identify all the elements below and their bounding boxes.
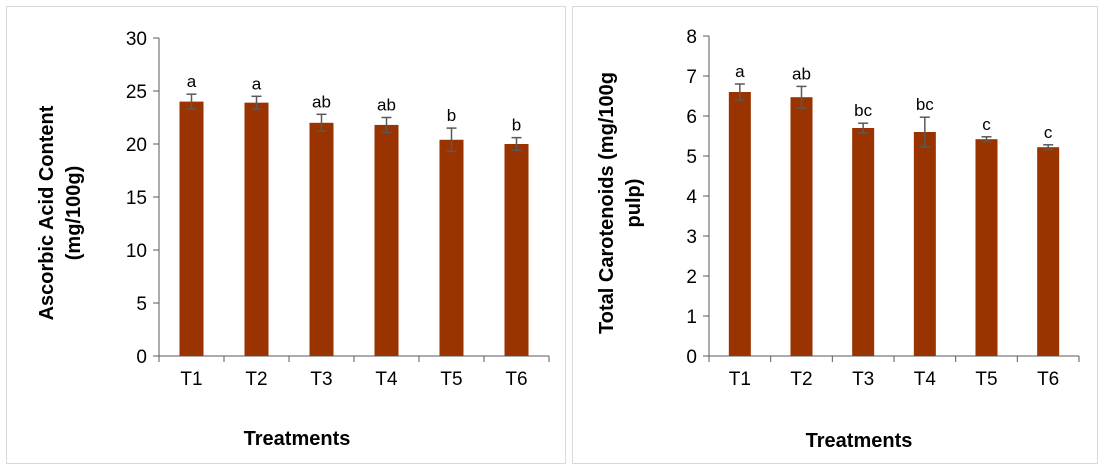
bar-T1 xyxy=(179,101,204,356)
x-tick-label-T3: T3 xyxy=(310,369,332,390)
bar-T5 xyxy=(975,139,998,356)
y-tick-label: 4 xyxy=(686,187,697,208)
y-axis-title-line-2: (mg/100g) xyxy=(63,166,85,260)
y-tick-label: 7 xyxy=(686,67,697,88)
bar-T6 xyxy=(504,144,529,356)
x-tick-label-T1: T1 xyxy=(180,369,202,390)
y-tick-label: 10 xyxy=(126,241,147,262)
ascorbic-acid-chart: Ascorbic Acid Content (mg/100g) Treatmen… xyxy=(36,29,550,450)
y-axis-title-line-1: Ascorbic Acid Content xyxy=(36,105,58,320)
y-axis-title-line-1: Total Carotenoids (mg/100g xyxy=(596,72,618,334)
chart-panel-total-carotenoids: Total Carotenoids (mg/100g pulp) Treatme… xyxy=(572,6,1098,464)
y-tick-label: 2 xyxy=(686,267,697,288)
total-carotenoids-chart: Total Carotenoids (mg/100g pulp) Treatme… xyxy=(596,27,1080,452)
y-tick-label: 6 xyxy=(686,107,697,128)
x-tick-label-T2: T2 xyxy=(245,369,267,390)
chart-panel-ascorbic-acid: Ascorbic Acid Content (mg/100g) Treatmen… xyxy=(6,6,566,464)
bar-T3 xyxy=(309,122,334,356)
significance-label-T5: b xyxy=(447,106,456,125)
x-tick-label-T5: T5 xyxy=(440,369,462,390)
significance-label-T3: bc xyxy=(854,101,872,120)
significance-label-T2: a xyxy=(252,74,262,93)
plot-area: 0 1 2 3 4 5 6 7 8 a T1 ab T2 bc T3 bc T4 c T5 c T6 xyxy=(686,27,1080,390)
x-tick-label-T6: T6 xyxy=(505,369,527,390)
y-tick-label: 3 xyxy=(686,227,697,248)
y-tick-label: 0 xyxy=(136,347,147,368)
y-tick-label: 0 xyxy=(686,347,697,368)
y-tick-label: 8 xyxy=(686,27,697,48)
y-tick-label: 5 xyxy=(136,294,147,315)
y-tick-label: 5 xyxy=(686,147,697,168)
significance-label-T4: ab xyxy=(377,96,396,115)
bar-T4 xyxy=(374,124,399,356)
bar-T2 xyxy=(244,102,269,356)
bar-T3 xyxy=(852,128,875,356)
bar-T5 xyxy=(439,139,464,356)
significance-label-T3: ab xyxy=(312,92,331,111)
x-tick-label-T1: T1 xyxy=(729,369,751,390)
y-tick-label: 20 xyxy=(126,135,147,156)
significance-label-T2: ab xyxy=(792,64,811,83)
x-tick-label-T4: T4 xyxy=(375,369,398,390)
significance-label-T6: b xyxy=(512,116,521,135)
significance-label-T4: bc xyxy=(916,95,934,114)
y-axis-title-line-2: pulp) xyxy=(623,179,645,228)
x-tick-label-T4: T4 xyxy=(914,369,937,390)
plot-area: 0 5 10 15 20 25 30 a T1 a T2 ab T3 ab T4 b T5 b T6 xyxy=(126,29,550,390)
x-tick-label-T5: T5 xyxy=(975,369,997,390)
significance-label-T1: a xyxy=(187,72,197,91)
x-tick-label-T3: T3 xyxy=(852,369,874,390)
significance-label-T5: c xyxy=(982,115,991,134)
y-tick-label: 15 xyxy=(126,188,147,209)
x-tick-label-T6: T6 xyxy=(1037,369,1059,390)
x-axis-title: Treatments xyxy=(244,428,351,450)
bar-T6 xyxy=(1037,147,1060,356)
significance-label-T6: c xyxy=(1044,123,1053,142)
x-axis-title: Treatments xyxy=(806,430,913,452)
bar-T1 xyxy=(728,92,751,356)
bar-T2 xyxy=(790,97,813,356)
y-tick-label: 25 xyxy=(126,82,147,103)
y-tick-label: 30 xyxy=(126,29,147,50)
bar-T4 xyxy=(913,132,936,356)
y-tick-label: 1 xyxy=(686,307,697,328)
x-tick-label-T2: T2 xyxy=(790,369,812,390)
significance-label-T1: a xyxy=(735,62,745,81)
